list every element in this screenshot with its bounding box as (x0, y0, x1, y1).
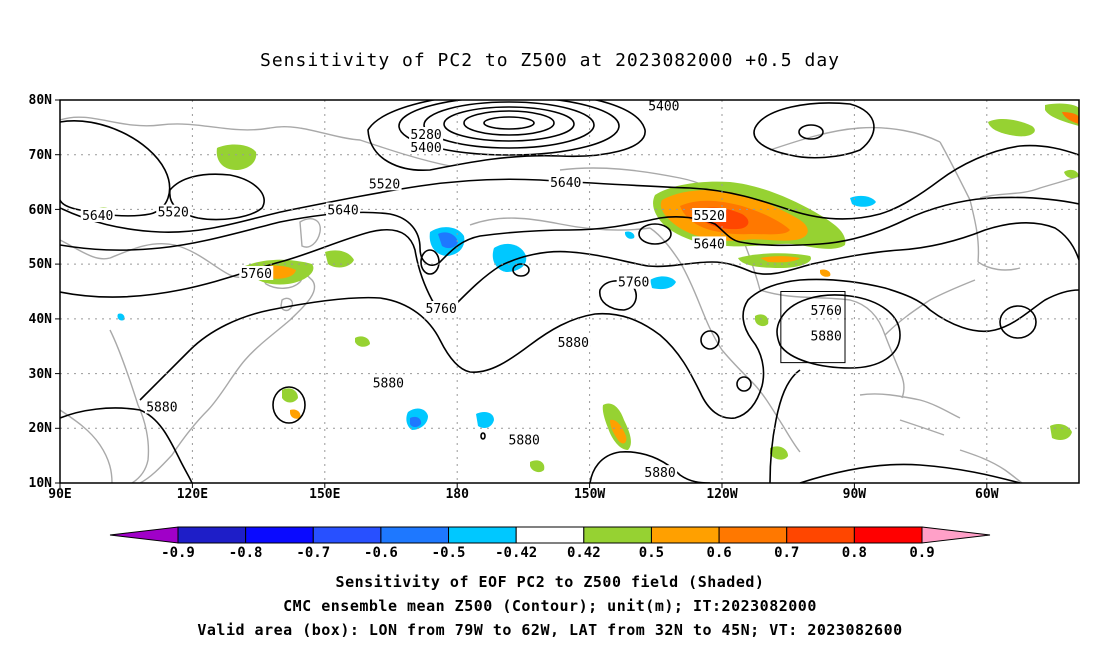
x-tick-label: 90W (843, 487, 867, 502)
colorbar-tick-label: 0.9 (909, 545, 934, 561)
contour-label-bg (409, 127, 444, 142)
caption-contour: CMC ensemble mean Z500 (Contour); unit(m… (283, 597, 817, 615)
y-tick-label: 50N (29, 257, 53, 272)
x-tick-label: 60W (975, 487, 999, 502)
contour-label-bg (424, 301, 459, 316)
coastlines (60, 116, 1079, 483)
contour-label: 5400 (648, 100, 679, 115)
x-tick-label: 120E (177, 487, 208, 502)
colorbar-tick-label: 0.8 (842, 545, 867, 561)
contour-label-bg (367, 176, 402, 191)
caption-valid-area: Valid area (box): LON from 79W to 62W, L… (197, 621, 903, 639)
colorbar-bin (583, 526, 652, 544)
contour-label: 5640 (82, 209, 113, 224)
colorbar-tick-label: -0.7 (296, 545, 330, 561)
contour-label: 5880 (558, 336, 589, 351)
colorbar-bin (312, 526, 382, 544)
contour-label-bg (144, 399, 179, 414)
contour-label: 5880 (146, 400, 177, 415)
colorbar-tick-label: -0.9 (161, 545, 195, 561)
contour-label: 5760 (241, 267, 272, 282)
x-tick-label: 150W (574, 487, 605, 502)
contour-label-bg (616, 274, 651, 289)
colorbar-labels: -0.9 -0.8 -0.7 -0.6 -0.5 -0.42 0.42 0.5 0.6 0.7 0.… (161, 545, 935, 561)
contour-label: 5880 (810, 329, 841, 344)
contour-label-bg (409, 140, 444, 155)
y-tick-label: 40N (29, 312, 53, 327)
colorbar-bin (177, 526, 247, 544)
contour-label-bg (809, 328, 844, 343)
contour-label-bg (507, 432, 542, 447)
colorbar-bin (515, 526, 585, 544)
colorbar-bin (786, 526, 855, 544)
colorbar-tick-label: -0.8 (229, 545, 263, 561)
contour-label: 5760 (426, 302, 457, 317)
contour-label: 5640 (550, 176, 581, 191)
x-axis-labels: 90E 120E 150E 180 150W 120W 90W 60W (48, 487, 998, 502)
colorbar-bin (853, 526, 923, 544)
contour-label-bg (646, 100, 681, 113)
colorbar-tick-label: 0.5 (639, 545, 664, 561)
contour-label: 5760 (810, 304, 841, 319)
contour-label: 5520 (693, 209, 724, 224)
contour-label: 5640 (327, 204, 358, 219)
contour-label: 5880 (644, 466, 675, 481)
colorbar-bin (448, 526, 517, 544)
z500-contours (60, 100, 1079, 483)
colorbar-min-triangle (109, 526, 179, 544)
colorbar-tick-label: 0.7 (774, 545, 799, 561)
contour-label-bg (692, 236, 727, 251)
y-tick-label: 60N (29, 203, 53, 218)
x-tick-label: 150E (309, 487, 340, 502)
tick-marks (55, 99, 988, 488)
map-frame (59, 99, 1080, 484)
colorbar-bin (380, 526, 450, 544)
contour-label-bg (556, 334, 591, 349)
contour-label-bg (643, 465, 678, 480)
caption-shading: Sensitivity of EOF PC2 to Z500 field (Sh… (335, 573, 765, 591)
contour-label-bg (80, 207, 115, 222)
colorbar-tick-label: 0.6 (706, 545, 731, 561)
contour-label: 5640 (693, 237, 724, 252)
y-axis-labels: 80N 70N 60N 50N 40N 30N 20N 10N (29, 93, 53, 491)
contour-label-bg (156, 204, 191, 219)
colorbar-tick-label: -0.5 (432, 545, 466, 561)
graticule (60, 100, 1079, 483)
contour-label-bg (326, 202, 361, 217)
y-tick-label: 70N (29, 148, 53, 163)
contour-label: 5880 (509, 433, 540, 448)
contour-label: 5520 (369, 177, 400, 192)
y-tick-label: 20N (29, 421, 53, 436)
contour-label-bg (692, 207, 727, 222)
x-tick-label: 120W (706, 487, 737, 502)
colorbar-bin (718, 526, 788, 544)
contour-label-bg (809, 303, 844, 318)
colorbar (109, 526, 991, 544)
contour-label: 5280 (410, 128, 441, 143)
colorbar-tick-label: 0.42 (567, 545, 601, 561)
contour-label: 5520 (158, 206, 189, 221)
y-tick-label: 30N (29, 367, 53, 382)
contour-label: 5760 (618, 276, 649, 291)
y-tick-label: 10N (29, 476, 53, 491)
chart-title: Sensitivity of PC2 to Z500 at 2023082000… (259, 50, 840, 71)
sensitivity-shading (96, 103, 1079, 473)
contour-label-bg (239, 265, 274, 280)
colorbar-tick-label: -0.42 (495, 545, 537, 561)
x-tick-label: 180 (445, 487, 469, 502)
valid-area-box (780, 291, 846, 364)
contour-label-bg (371, 375, 406, 390)
colorbar-bin (245, 526, 314, 544)
colorbar-tick-label: -0.6 (364, 545, 398, 561)
contour-label: 5880 (373, 376, 404, 391)
colorbar-max-triangle (921, 526, 991, 544)
colorbar-bin (650, 526, 720, 544)
x-tick-label: 90E (48, 487, 71, 502)
contour-label-bg (548, 175, 583, 190)
y-tick-label: 80N (29, 93, 53, 108)
contour-label: 5400 (410, 141, 441, 156)
